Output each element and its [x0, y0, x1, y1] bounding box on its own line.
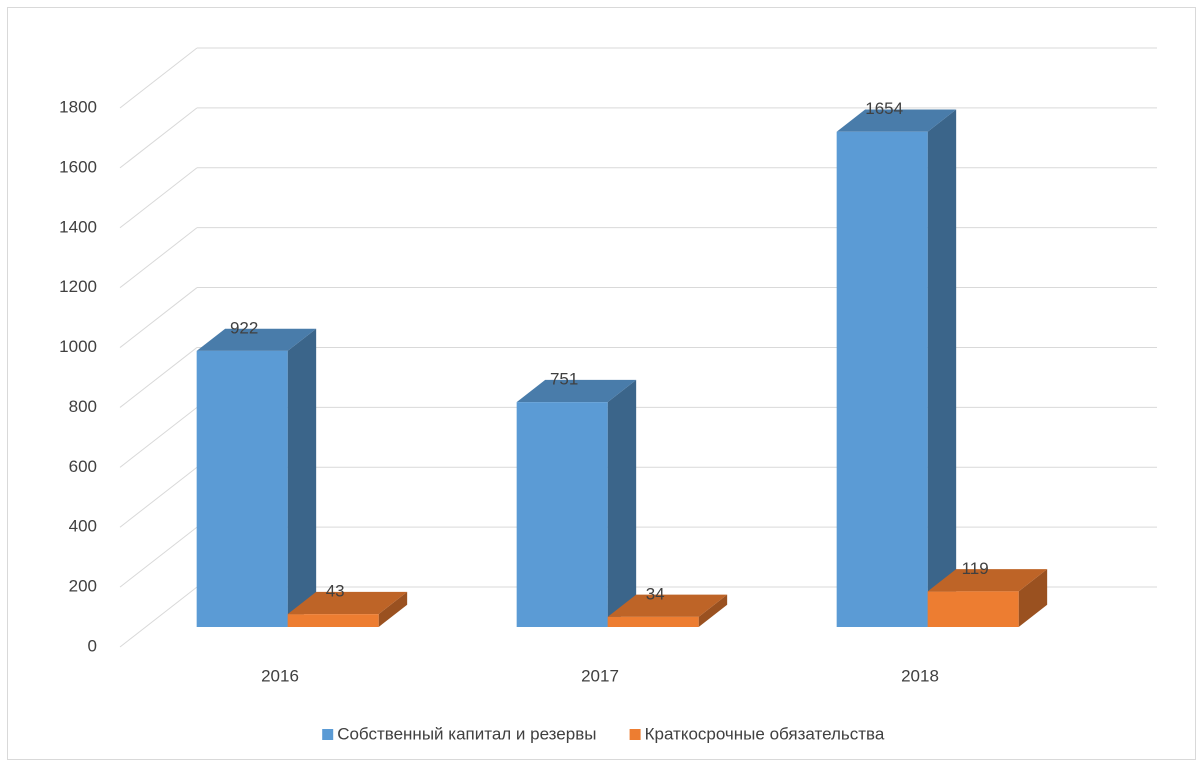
grid-line — [119, 47, 198, 109]
bar — [836, 131, 928, 628]
data-label: 1654 — [865, 99, 903, 118]
y-tick-label: 400 — [69, 517, 97, 536]
legend-swatch — [629, 729, 641, 740]
bar-side — [698, 594, 728, 627]
bar-top — [607, 594, 728, 617]
data-label: 751 — [550, 370, 578, 389]
grid-line — [119, 466, 198, 528]
y-tick-label: 1600 — [59, 157, 97, 176]
bar-top — [287, 591, 408, 615]
bar — [196, 350, 288, 627]
grid-line — [119, 287, 198, 348]
bar — [607, 616, 699, 627]
y-tick-label: 1400 — [59, 217, 97, 236]
grid-line — [119, 526, 198, 588]
bar — [927, 591, 1019, 627]
bar-top — [516, 379, 637, 403]
grid-line — [119, 107, 198, 169]
x-tick-label: 2018 — [901, 666, 939, 685]
grid-line — [119, 167, 198, 229]
data-label: 43 — [326, 582, 345, 601]
y-tick-label: 200 — [69, 577, 97, 596]
legend-label: Собственный капитал и резервы — [337, 724, 596, 743]
x-tick-label: 2017 — [581, 666, 619, 685]
bar-top — [196, 328, 317, 351]
legend-label: Краткосрочные обязательства — [645, 724, 885, 743]
bar-top — [927, 569, 1048, 592]
bar-side — [1018, 569, 1048, 627]
y-tick-label: 1000 — [59, 337, 97, 356]
grid-line — [119, 406, 198, 468]
grid-line — [119, 586, 198, 648]
y-tick-label: 1200 — [59, 277, 97, 296]
legend-swatch — [322, 729, 334, 740]
y-tick-label: 0 — [88, 636, 97, 655]
bar-side — [927, 109, 957, 627]
bar — [516, 402, 608, 627]
bar-side — [287, 328, 317, 627]
x-tick-label: 2016 — [261, 666, 299, 685]
y-tick-label: 600 — [69, 457, 97, 476]
grid-line — [119, 227, 198, 289]
data-label: 119 — [962, 559, 989, 578]
grid-line — [119, 347, 198, 408]
data-label: 34 — [646, 584, 665, 603]
data-label: 922 — [230, 318, 258, 337]
bar-top — [836, 109, 957, 132]
y-tick-label: 1800 — [59, 97, 97, 116]
bar-side — [607, 379, 637, 627]
bar — [287, 614, 379, 627]
bar-side — [378, 591, 408, 627]
y-tick-label: 800 — [69, 397, 97, 416]
